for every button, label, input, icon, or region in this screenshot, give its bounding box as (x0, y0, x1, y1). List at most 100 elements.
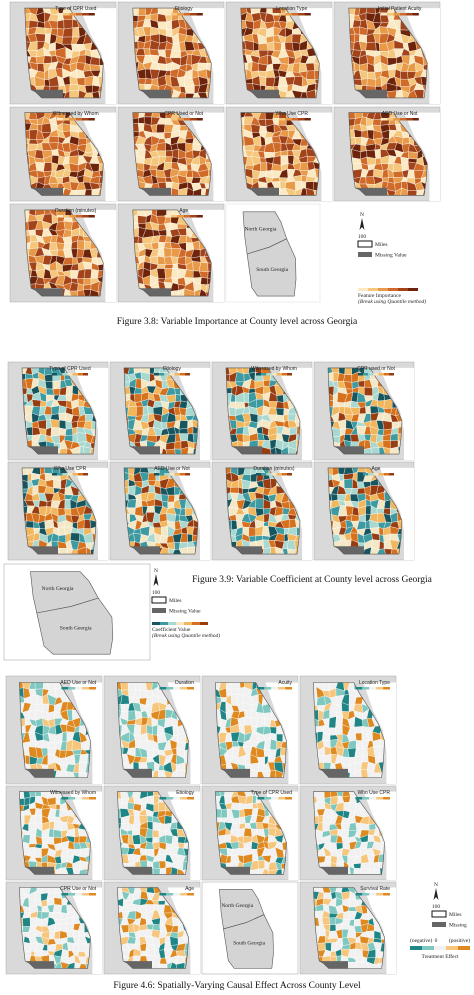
county (85, 842, 91, 850)
county (82, 446, 92, 455)
county (52, 904, 63, 913)
county (183, 288, 195, 297)
county (139, 942, 147, 952)
legend-swatch (187, 687, 194, 690)
panel-title: Witnessed by Whom (50, 790, 96, 796)
county (398, 420, 402, 428)
legend-swatch (177, 13, 184, 16)
county (360, 761, 369, 770)
panel-title: Survival Rate (360, 886, 390, 892)
county (284, 187, 296, 196)
county (198, 262, 209, 273)
county (291, 42, 301, 52)
county (249, 769, 259, 778)
legend-swatch (68, 893, 76, 896)
county (64, 499, 71, 510)
county (41, 861, 48, 868)
county (29, 129, 38, 140)
county (99, 65, 104, 72)
missing-area (130, 546, 160, 555)
county (239, 816, 246, 825)
county (300, 91, 308, 98)
legend-swatch (57, 373, 63, 376)
missing-area (319, 768, 348, 778)
county (29, 917, 38, 927)
county (151, 770, 159, 778)
county (91, 91, 101, 98)
legend-swatch (184, 622, 192, 625)
south-region (36, 597, 114, 655)
county (313, 62, 320, 72)
sea (278, 467, 312, 560)
legend-swatch (173, 687, 181, 690)
legend-swatch (264, 687, 272, 690)
county (248, 527, 256, 537)
county (179, 420, 188, 430)
county (34, 149, 44, 160)
sea (176, 467, 210, 560)
county (35, 55, 45, 64)
legend-note: (Break using Quantile method) (358, 298, 426, 305)
county (263, 712, 272, 720)
county (261, 868, 269, 875)
legend-swatch (281, 473, 287, 476)
legend-swatch (271, 373, 277, 376)
county (200, 277, 209, 285)
county (41, 123, 52, 133)
legend-swatch (387, 13, 394, 16)
county (59, 770, 68, 778)
county (269, 738, 277, 750)
legend-swatch (368, 373, 374, 376)
state-outline (327, 467, 403, 555)
county (186, 546, 196, 555)
county (262, 478, 272, 490)
county (90, 435, 96, 444)
caption: Figure 3.8: Variable Importance at Count… (117, 317, 358, 327)
county (275, 401, 285, 409)
county (85, 835, 91, 844)
missing-label: Missing (449, 923, 467, 929)
legend-swatch (398, 288, 408, 291)
panel-title: Location Type (276, 6, 307, 12)
county (53, 479, 62, 489)
county (174, 440, 182, 450)
county (386, 189, 396, 196)
legend-swatch (82, 893, 90, 896)
county (378, 738, 385, 748)
county (376, 508, 385, 514)
legend-swatch (355, 687, 363, 690)
county (256, 716, 265, 728)
legend-swatch (63, 215, 70, 218)
legend-swatch (190, 13, 197, 16)
legend-swatch (388, 473, 394, 476)
missing-swatch (432, 922, 446, 927)
panel-title: AED Use or Not (154, 466, 190, 472)
county (354, 33, 360, 43)
county-map (328, 367, 402, 455)
county (63, 90, 70, 98)
county (167, 494, 175, 503)
county (78, 753, 89, 763)
missing-area (139, 187, 171, 196)
county (55, 797, 61, 806)
county (66, 448, 74, 455)
state-outline (240, 112, 320, 196)
legend-swatch (160, 622, 168, 625)
county (225, 834, 232, 843)
legend-swatch (285, 797, 292, 800)
legend-swatch (69, 215, 76, 218)
county (84, 935, 91, 944)
county (25, 520, 34, 529)
legend-title: Coefficient Value (152, 626, 191, 633)
legend-swatch (52, 473, 58, 476)
county (261, 770, 271, 778)
county (157, 854, 167, 862)
legend-swatch (291, 118, 299, 121)
county (369, 546, 380, 555)
panel-title: Etiology (163, 366, 181, 372)
county (382, 447, 391, 455)
county (192, 188, 202, 196)
county (156, 142, 166, 152)
legend-swatch (89, 797, 96, 800)
legend-swatch (266, 373, 272, 376)
